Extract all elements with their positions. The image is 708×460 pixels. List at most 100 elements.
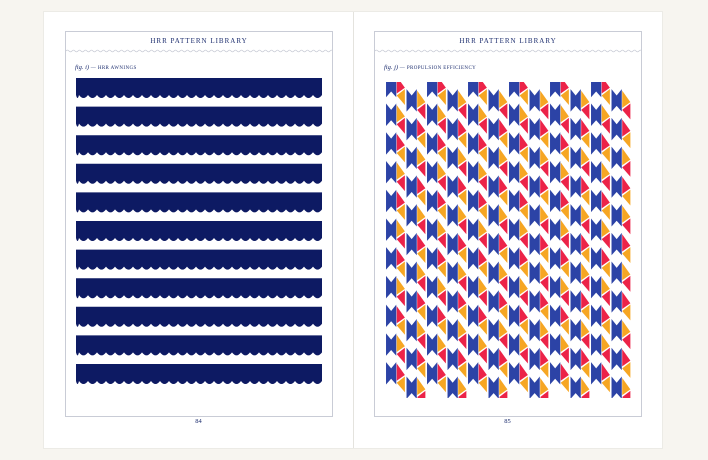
orange-triangle: [601, 319, 610, 335]
chevron-arrow: [427, 189, 438, 213]
red-triangle: [458, 176, 467, 195]
chevron-arrow: [488, 89, 499, 112]
chevron-arrow: [406, 290, 417, 313]
red-triangle: [622, 291, 631, 309]
orange-triangle: [560, 376, 569, 393]
red-triangle: [581, 390, 590, 398]
chevron-arrow: [427, 132, 438, 155]
red-triangle: [581, 234, 590, 252]
red-triangle: [499, 333, 508, 350]
orange-triangle: [581, 262, 590, 281]
red-triangle: [601, 133, 610, 151]
orange-triangle: [581, 132, 590, 149]
orange-triangle: [560, 219, 569, 238]
red-triangle: [478, 133, 487, 151]
orange-triangle: [540, 247, 549, 263]
red-triangle: [560, 232, 569, 249]
orange-triangle: [581, 362, 590, 378]
orange-triangle: [417, 320, 426, 338]
chevron-arrow: [488, 175, 499, 198]
chevron-arrow: [591, 189, 602, 213]
chevron-arrow: [550, 362, 561, 385]
orange-triangle: [519, 277, 528, 295]
orange-triangle: [519, 219, 528, 238]
orange-triangle: [519, 334, 528, 353]
orange-triangle: [622, 205, 631, 223]
red-triangle: [581, 161, 590, 177]
red-triangle: [478, 232, 487, 249]
red-triangle: [437, 117, 446, 134]
chevron-arrow: [509, 247, 520, 270]
chevron-arrow: [406, 261, 417, 284]
red-triangle: [478, 117, 487, 134]
red-triangle: [519, 175, 528, 192]
orange-triangle: [437, 104, 446, 123]
red-triangle: [560, 191, 569, 209]
red-triangle: [396, 363, 405, 381]
chevron-arrow: [427, 333, 438, 356]
red-triangle: [417, 103, 426, 120]
orange-triangle: [499, 205, 508, 223]
red-triangle: [396, 290, 405, 307]
red-triangle: [622, 275, 631, 292]
chevron-arrow: [386, 103, 397, 126]
right-page-number: 85: [504, 418, 511, 425]
chevron-arrow: [550, 333, 561, 356]
chevron-arrow: [488, 204, 499, 227]
red-triangle: [622, 119, 631, 137]
orange-triangle: [396, 334, 405, 353]
red-triangle: [540, 390, 549, 398]
chevron-arrow: [406, 89, 417, 112]
chevron-arrow: [386, 132, 397, 155]
chevron-arrow: [427, 304, 438, 328]
orange-triangle: [478, 261, 487, 278]
red-triangle: [622, 103, 631, 120]
red-triangle: [458, 218, 467, 235]
red-triangle: [622, 161, 631, 177]
orange-triangle: [601, 146, 610, 163]
red-triangle: [499, 119, 508, 137]
chevron-arrow: [509, 362, 520, 385]
orange-triangle: [437, 146, 446, 163]
red-triangle: [560, 133, 569, 151]
chevron-arrow: [550, 132, 561, 155]
red-triangle: [437, 347, 446, 364]
orange-triangle: [437, 334, 446, 353]
orange-triangle: [560, 319, 569, 335]
left-figure-title: HRR AWNINGS: [97, 66, 137, 71]
red-triangle: [478, 363, 487, 381]
orange-triangle: [396, 261, 405, 278]
orange-triangle: [499, 90, 508, 108]
chevron-arrow: [529, 232, 540, 256]
chevron-arrow: [550, 304, 561, 328]
orange-triangle: [499, 262, 508, 281]
red-triangle: [581, 218, 590, 235]
red-triangle: [437, 232, 446, 249]
orange-triangle: [478, 146, 487, 163]
red-triangle: [458, 275, 467, 292]
red-triangle: [458, 161, 467, 177]
chevron-arrow: [570, 117, 581, 141]
red-triangle: [499, 161, 508, 177]
orange-triangle: [478, 319, 487, 335]
orange-triangle: [396, 376, 405, 393]
orange-triangle: [437, 319, 446, 335]
orange-triangle: [499, 362, 508, 378]
chevron-arrow: [591, 103, 602, 126]
chevron-arrow: [488, 376, 499, 398]
red-triangle: [499, 103, 508, 120]
chevron-arrow: [406, 175, 417, 198]
orange-triangle: [560, 277, 569, 295]
red-triangle: [601, 191, 610, 209]
orange-triangle: [417, 90, 426, 108]
red-triangle: [499, 218, 508, 235]
orange-triangle: [622, 132, 631, 149]
red-triangle: [540, 291, 549, 309]
red-triangle: [560, 347, 569, 364]
chevron-arrow: [550, 275, 561, 299]
orange-triangle: [519, 204, 528, 220]
chevron-arrow: [406, 347, 417, 371]
red-triangle: [601, 347, 610, 364]
chevron-arrow: [509, 304, 520, 328]
orange-triangle: [396, 277, 405, 295]
